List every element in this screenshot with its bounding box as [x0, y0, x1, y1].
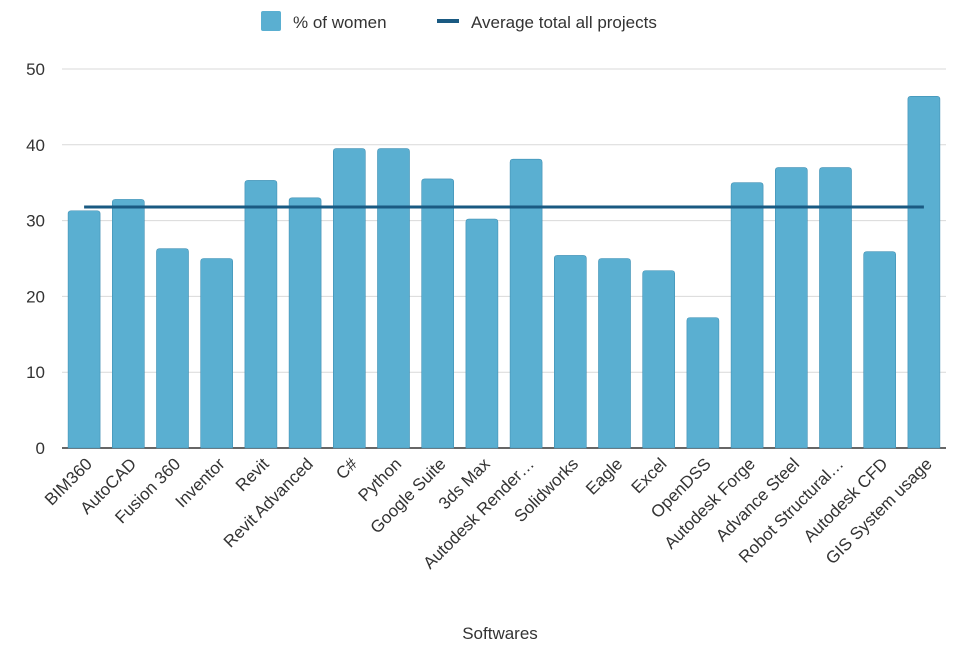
bar-inventor	[200, 258, 233, 449]
legend-swatch-women	[261, 11, 281, 31]
legend-label-women: % of women	[293, 13, 387, 32]
y-tick-label: 40	[26, 136, 45, 155]
bars	[67, 95, 941, 449]
bar-autocad	[112, 199, 145, 449]
y-tick-label: 50	[26, 60, 45, 79]
bar-python	[377, 148, 410, 449]
y-tick-label: 20	[26, 287, 45, 306]
bar-bim360	[67, 210, 101, 449]
bar-autodesk-render	[509, 158, 543, 449]
bar-revit-advanced	[288, 197, 322, 449]
bar-google-suite	[421, 178, 454, 449]
y-tick-label: 30	[26, 212, 45, 231]
gridlines	[62, 68, 946, 449]
y-axis-ticks: 0 10 20 30 40 50	[26, 60, 45, 458]
bar-eagle	[598, 258, 631, 449]
legend-label-average: Average total all projects	[471, 13, 657, 32]
x-tick-label: Revit	[232, 454, 273, 495]
bar-gis-system-usage	[907, 95, 941, 449]
bar-solidworks	[554, 255, 587, 449]
bar-3ds-max	[465, 218, 499, 449]
y-tick-label: 10	[26, 363, 45, 382]
bar-advance-steel	[775, 167, 808, 449]
legend-swatch-average	[437, 19, 459, 23]
x-tick-label: C#	[332, 454, 361, 483]
bar-opendss	[686, 317, 720, 449]
bar-robot-structural	[819, 167, 852, 449]
bar-fusion-360	[156, 248, 189, 449]
y-tick-label: 0	[36, 439, 45, 458]
x-tick-label: Eagle	[582, 454, 626, 498]
x-axis-title: Softwares	[462, 624, 538, 643]
legend: % of women Average total all projects	[261, 11, 657, 32]
x-tick-label: Inventor	[172, 454, 229, 511]
bar-autodesk-cfd	[863, 251, 896, 449]
bar-revit	[244, 180, 278, 449]
bar-excel	[642, 270, 675, 449]
bar-autodesk-forge	[730, 182, 764, 449]
bar-c	[333, 148, 366, 449]
